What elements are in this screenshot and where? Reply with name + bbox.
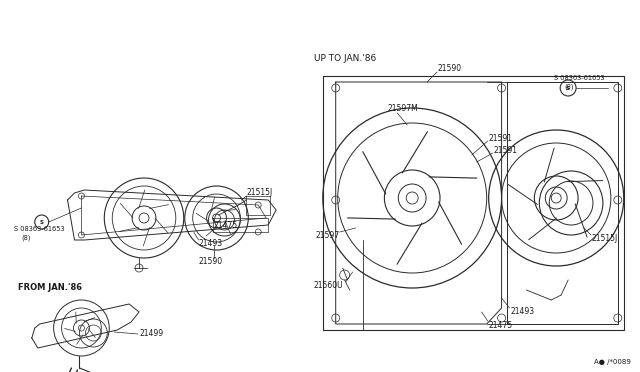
Text: S: S — [40, 219, 44, 224]
Text: S 08363-61653: S 08363-61653 — [554, 75, 605, 81]
Text: S: S — [566, 86, 570, 90]
Text: 21475: 21475 — [489, 321, 513, 330]
Text: FROM JAN.'86: FROM JAN.'86 — [18, 283, 82, 292]
Text: S 08363-61653: S 08363-61653 — [14, 226, 65, 232]
Text: 21493: 21493 — [198, 238, 223, 247]
Text: UP TO JAN.'86: UP TO JAN.'86 — [314, 54, 376, 62]
Text: 21597M: 21597M — [387, 103, 418, 112]
Text: 21597: 21597 — [316, 231, 340, 240]
Text: 21499: 21499 — [139, 330, 163, 339]
Text: 21515J: 21515J — [592, 234, 618, 243]
Text: 21475: 21475 — [214, 221, 237, 230]
Text: 21560U: 21560U — [314, 280, 344, 289]
Text: (8): (8) — [22, 235, 31, 241]
Text: 21515J: 21515J — [246, 187, 273, 196]
Text: (8): (8) — [564, 84, 573, 90]
Text: 21493: 21493 — [511, 308, 534, 317]
Text: 21591: 21591 — [493, 145, 518, 154]
Text: 21591: 21591 — [489, 134, 513, 142]
Text: 21590: 21590 — [437, 64, 461, 73]
Text: A● /*0089: A● /*0089 — [594, 359, 631, 365]
Text: 21590: 21590 — [198, 257, 223, 266]
